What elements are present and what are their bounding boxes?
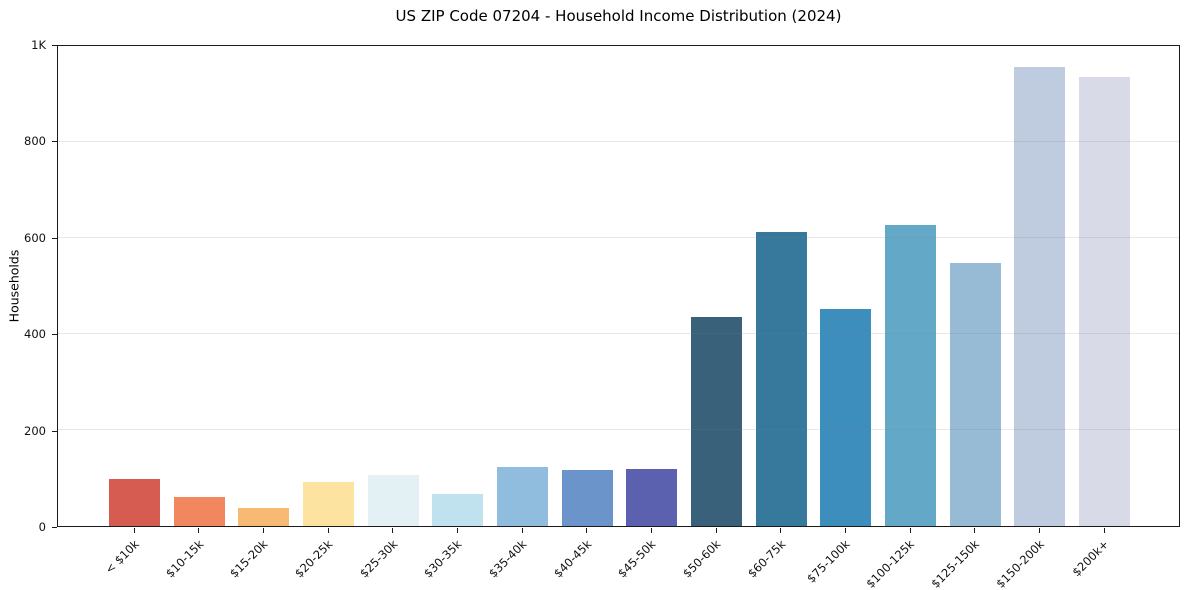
x-tick-mark <box>715 528 717 533</box>
x-tick-mark <box>198 528 200 533</box>
x-tick-mark <box>1103 528 1105 533</box>
y-tick-mark <box>52 430 57 432</box>
bar <box>497 466 548 526</box>
bar <box>626 468 678 526</box>
bar <box>367 474 419 526</box>
bar <box>691 316 742 526</box>
y-tick-mark <box>52 237 57 239</box>
x-tick-mark <box>909 528 911 533</box>
bar <box>303 482 354 526</box>
bar <box>1079 77 1130 526</box>
bar <box>238 508 290 526</box>
plot-area <box>57 45 1180 527</box>
bar <box>755 231 807 526</box>
x-tick-mark <box>521 528 523 533</box>
x-tick-mark <box>844 528 846 533</box>
y-tick-mark <box>52 45 57 46</box>
bar <box>820 309 872 526</box>
y-axis-label: Households <box>6 249 22 323</box>
x-tick-mark <box>974 528 976 533</box>
bar <box>949 262 1001 526</box>
bar <box>432 494 484 526</box>
x-tick-mark <box>456 528 458 533</box>
x-tick-mark <box>1038 528 1040 533</box>
y-tick-mark <box>52 334 57 336</box>
x-tick-mark <box>650 528 652 533</box>
bar <box>173 497 225 526</box>
y-tick-mark <box>52 527 57 528</box>
x-tick-mark <box>133 528 135 533</box>
y-tick-label: 1K <box>31 38 46 52</box>
bar <box>561 469 613 526</box>
x-tick-mark <box>586 528 588 533</box>
x-tick-mark <box>392 528 394 533</box>
y-tick-label: 200 <box>24 423 46 438</box>
chart-title: US ZIP Code 07204 - Household Income Dis… <box>395 7 842 25</box>
bar <box>109 478 160 526</box>
y-tick-label: 0 <box>38 520 46 534</box>
bars-container <box>58 46 1179 526</box>
y-tick-label: 800 <box>24 134 46 149</box>
x-tick-mark <box>327 528 329 533</box>
y-tick-mark <box>52 141 57 143</box>
x-tick-mark <box>262 528 264 533</box>
bar <box>885 224 936 526</box>
y-tick-label: 400 <box>24 327 46 342</box>
x-tick-mark <box>780 528 782 533</box>
bar <box>1014 67 1066 526</box>
y-tick-label: 600 <box>24 230 46 245</box>
